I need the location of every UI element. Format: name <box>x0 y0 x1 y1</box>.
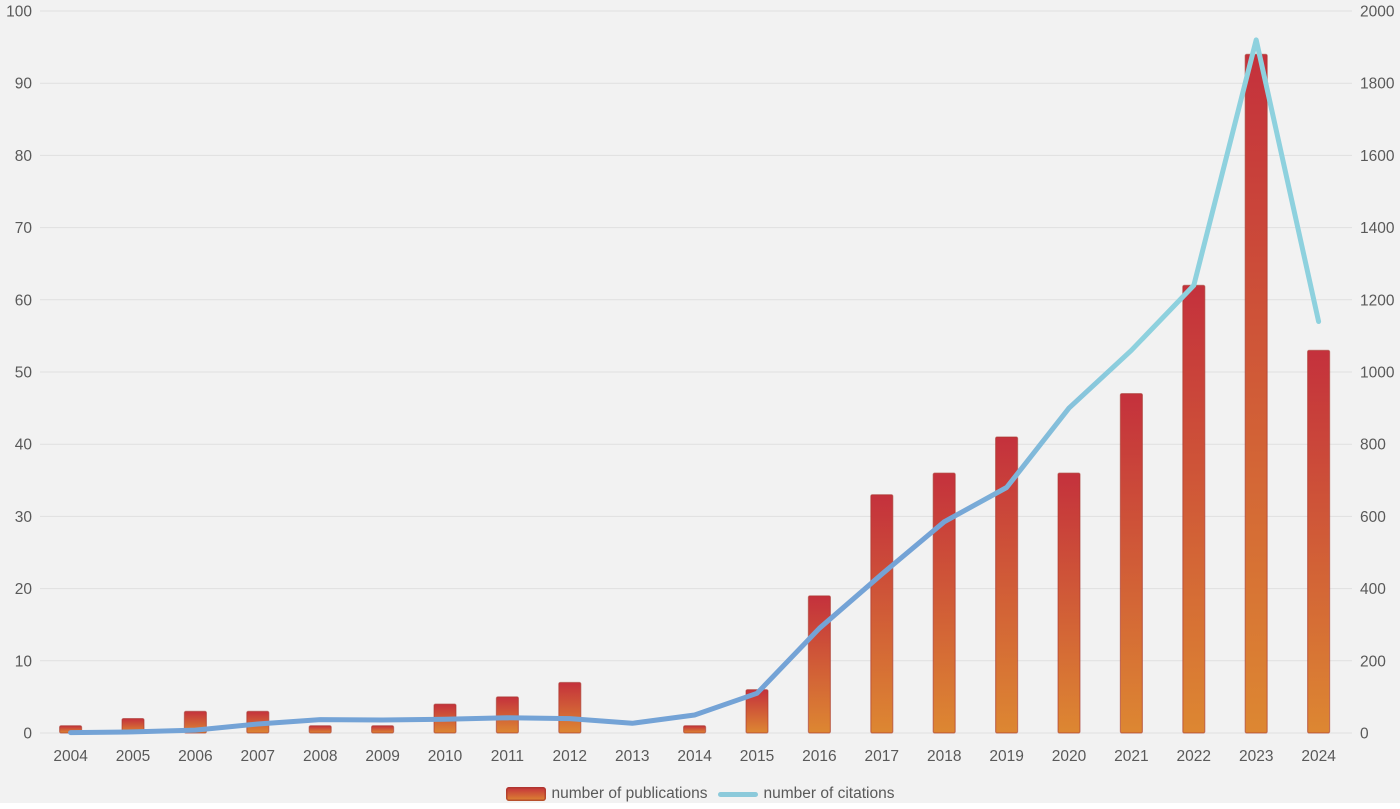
x-axis-tick-label: 2008 <box>303 748 337 765</box>
x-axis-tick-label: 2024 <box>1301 748 1336 765</box>
x-axis-tick-label: 2020 <box>1052 748 1087 765</box>
right-axis-tick-label: 400 <box>1360 581 1386 598</box>
publications-bar <box>558 681 582 734</box>
publications-bar <box>1057 472 1081 734</box>
publications-bar <box>308 725 332 734</box>
x-axis-tick-label: 2018 <box>927 748 961 765</box>
x-axis-tick-label: 2007 <box>241 748 275 765</box>
x-axis-tick-label: 2023 <box>1239 748 1273 765</box>
publications-bar <box>1244 53 1268 734</box>
left-axis-tick-label: 80 <box>15 148 33 165</box>
x-axis-tick-label: 2005 <box>116 748 150 765</box>
publications-bar <box>1306 349 1331 734</box>
publications-legend-swatch <box>505 787 546 801</box>
publications-bar <box>682 725 707 734</box>
x-axis-tick-label: 2004 <box>53 748 88 765</box>
publications-bar <box>932 472 956 734</box>
x-axis-tick-label: 2012 <box>553 748 587 765</box>
left-axis-tick-label: 70 <box>15 220 33 237</box>
x-axis-tick-label: 2011 <box>491 748 524 765</box>
publications-bar <box>371 725 395 734</box>
publications-bar <box>495 696 519 734</box>
citations-line <box>68 37 1322 736</box>
publications-legend-label: number of publications <box>551 785 708 802</box>
publications-bar <box>1119 393 1144 734</box>
x-axis-tick-label: 2016 <box>802 748 836 765</box>
publications-citations-combo-chart: 0102030405060708090100020040060080010001… <box>6 4 1395 766</box>
x-axis-tick-label: 2015 <box>740 748 774 765</box>
publications-bar <box>1182 284 1206 734</box>
left-axis-tick-label: 30 <box>15 509 33 526</box>
x-axis-tick-label: 2019 <box>989 748 1023 765</box>
left-axis-tick-label: 10 <box>15 653 33 670</box>
x-axis-tick-label: 2017 <box>865 748 899 765</box>
right-axis-tick-label: 0 <box>1360 726 1369 743</box>
citations-legend-swatch <box>717 791 758 797</box>
x-axis-tick-label: 2014 <box>677 748 712 765</box>
left-axis-tick-label: 90 <box>15 76 33 93</box>
x-axis-tick-label: 2009 <box>365 748 399 765</box>
x-axis-tick-label: 2021 <box>1114 748 1148 765</box>
right-axis-tick-label: 1600 <box>1360 148 1395 165</box>
left-axis-tick-label: 50 <box>15 365 33 382</box>
left-axis-tick-label: 100 <box>6 4 32 21</box>
citations-legend-label: number of citations <box>763 785 895 802</box>
publications-bar <box>807 595 832 734</box>
right-axis-tick-label: 800 <box>1360 437 1386 454</box>
right-axis-tick-label: 1800 <box>1360 76 1395 93</box>
x-axis-tick-label: 2006 <box>178 748 212 765</box>
left-axis-tick-label: 60 <box>15 292 33 309</box>
left-axis-tick-label: 40 <box>15 437 33 454</box>
right-axis-tick-label: 1000 <box>1360 365 1395 382</box>
right-axis-tick-label: 2000 <box>1360 4 1395 21</box>
left-axis-tick-label: 0 <box>23 726 32 743</box>
publications-bar <box>870 494 894 734</box>
right-axis-tick-label: 600 <box>1360 509 1386 526</box>
publications-bar <box>994 436 1019 734</box>
right-axis-tick-label: 1400 <box>1360 220 1395 237</box>
publications-bar <box>745 689 769 734</box>
x-axis-tick-label: 2010 <box>428 748 463 765</box>
right-axis-tick-label: 1200 <box>1360 292 1395 309</box>
x-axis-tick-label: 2022 <box>1177 748 1211 765</box>
left-axis-tick-label: 20 <box>15 581 33 598</box>
right-axis-tick-label: 200 <box>1360 653 1386 670</box>
legend: number of publications number of citatio… <box>0 784 1400 804</box>
x-axis-tick-label: 2013 <box>615 748 649 765</box>
